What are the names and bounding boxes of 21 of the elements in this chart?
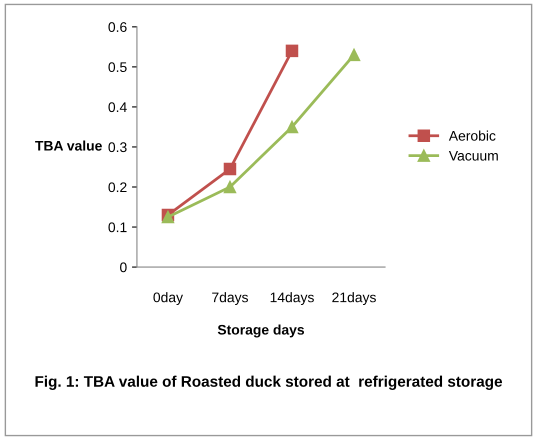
x-tick-label: 0day [153,292,183,306]
y-tick-label: 0 [120,262,127,272]
point [286,44,298,58]
x-tick-label: 21days [332,292,376,306]
point [224,180,236,194]
y-tick-label: 0.6 [108,22,127,32]
y-tick-label: 0.1 [108,222,127,232]
y-tick-label: 0.5 [108,62,127,72]
caption: Fig. 1: TBA value of Roasted duck stored at refrigerated storage [36,376,502,390]
y-axis-title: TBA value [35,140,102,151]
y-tick-label: 0.2 [108,182,127,192]
legend-label: Vacuum [448,150,498,161]
point [286,120,298,134]
y-tick-label: 0.4 [108,102,127,112]
point [348,48,360,62]
x-axis-title: Storage days [218,324,304,338]
y-tick-label: 0.3 [108,142,127,152]
point [224,162,236,176]
x-tick-label: 7days [212,292,248,306]
x-tick-label: 14days [270,292,314,306]
legend-label: Aerobic [448,130,496,141]
